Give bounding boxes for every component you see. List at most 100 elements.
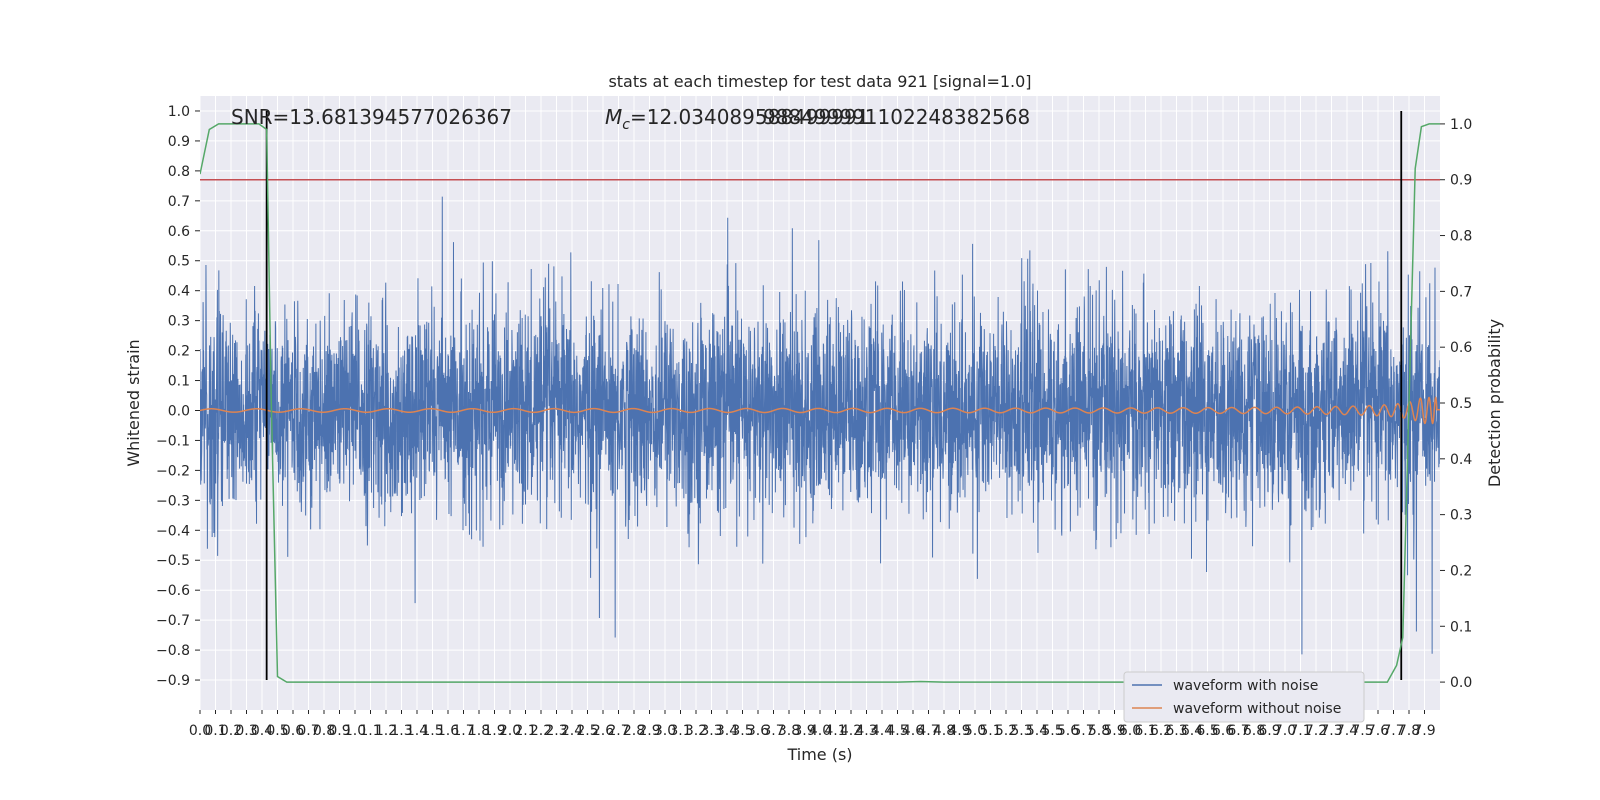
x-tick-label: 3.5: [731, 723, 753, 739]
x-tick-label: 4.9: [948, 723, 970, 739]
data-layer: [200, 110, 1440, 683]
x-tick-label: 1.0: [344, 723, 366, 739]
x-tick-label: 4.7: [917, 723, 939, 739]
x-tick-label: 1.8: [468, 723, 490, 739]
x-tick-label: 7.6: [1367, 723, 1389, 739]
y-tick-label: 0.0: [168, 403, 190, 419]
x-tick-label: 1.5: [421, 723, 443, 739]
x-tick-label: 0.8: [313, 723, 335, 739]
x-tick-label: 1.6: [437, 723, 459, 739]
x-tick-label: 6.4: [1181, 723, 1203, 739]
x-tick-label: 5.7: [1072, 723, 1094, 739]
x-tick-label: 5.6: [1057, 723, 1079, 739]
y2-tick-label: 0.1: [1450, 619, 1472, 635]
y2-tick-label: 0.6: [1450, 340, 1472, 356]
y2-tick-label: 0.8: [1450, 229, 1472, 245]
x-tick-label: 4.8: [933, 723, 955, 739]
x-tick-label: 4.4: [871, 723, 893, 739]
x-tick-label: 5.0: [964, 723, 986, 739]
mc-symbol: M: [605, 105, 622, 129]
y2-tick-label: 0.3: [1450, 508, 1472, 524]
y2-tick-label: 1.0: [1450, 117, 1472, 133]
y2-tick-label: 0.7: [1450, 284, 1472, 300]
x-tick-label: 0.9: [328, 723, 350, 739]
x-tick-label: 3.1: [669, 723, 691, 739]
x-tick-label: 0.1: [204, 723, 226, 739]
x-tick-label: 4.0: [809, 723, 831, 739]
y-tick-label: 0.7: [168, 194, 190, 210]
x-tick-label: 4.3: [855, 723, 877, 739]
x-tick-label: 3.3: [700, 723, 722, 739]
x-tick-label: 6.8: [1243, 723, 1265, 739]
y-tick-label: 0.2: [168, 344, 190, 360]
x-tick-label: 2.3: [545, 723, 567, 739]
x-tick-label: 3.8: [778, 723, 800, 739]
x-tick-label: 3.0: [654, 723, 676, 739]
x-tick-label: 4.2: [840, 723, 862, 739]
x-tick-label: 5.9: [1103, 723, 1125, 739]
x-tick-label: 7.8: [1398, 723, 1420, 739]
x-tick-label: 7.1: [1289, 723, 1311, 739]
x-tick-label: 6.5: [1196, 723, 1218, 739]
x-tick-label: 0.3: [235, 723, 257, 739]
x-axis-label: Time (s): [786, 745, 852, 764]
x-tick-label: 3.9: [793, 723, 815, 739]
legend: waveform with noise waveform without noi…: [1123, 671, 1365, 723]
x-tick-label: 0.6: [282, 723, 304, 739]
x-tick-label: 2.7: [607, 723, 629, 739]
x-tick-label: 1.4: [406, 723, 428, 739]
x-tick-label: 5.4: [1026, 723, 1048, 739]
y-tick-label: 1.0: [168, 104, 190, 120]
y-tick-label: −0.1: [156, 433, 190, 449]
x-tick-label: 7.7: [1382, 723, 1404, 739]
x-tick-label: 3.7: [762, 723, 784, 739]
y-tick-label: −0.7: [156, 613, 190, 629]
y-tick-label: −0.9: [156, 673, 190, 689]
y-axis-label: Whitened strain: [124, 339, 143, 466]
series-waveform-without-noise: [200, 396, 1440, 425]
x-tick-label: 6.2: [1150, 723, 1172, 739]
x-tick-label: 0.4: [251, 723, 273, 739]
x-tick-label: 7.0: [1274, 723, 1296, 739]
x-tick-label: 5.5: [1041, 723, 1063, 739]
y2-tick-label: 0.9: [1450, 173, 1472, 189]
x-tick-label: 4.5: [886, 723, 908, 739]
y-tick-label: −0.4: [156, 523, 190, 539]
series-detection-probability: [200, 123, 1440, 683]
y-tick-label: 0.8: [168, 164, 190, 180]
x-tick-label: 3.4: [716, 723, 738, 739]
y-tick-label: 0.5: [168, 254, 190, 270]
y-tick-label: −0.3: [156, 493, 190, 509]
mc-overlap-annotation: 988499991102248382568: [763, 105, 1030, 129]
x-tick-label: 6.7: [1227, 723, 1249, 739]
y-tick-label: 0.9: [168, 134, 190, 150]
y-tick-label: 0.6: [168, 224, 190, 240]
x-tick-label: 5.3: [1010, 723, 1032, 739]
y-tick-label: 0.4: [168, 284, 190, 300]
mc-value: =12.034089588499991: [630, 105, 869, 129]
x-tick-label: 7.4: [1336, 723, 1358, 739]
x-tick-label: 2.8: [623, 723, 645, 739]
legend-box: [1123, 671, 1365, 723]
y2-axis-label: Detection probability: [1485, 319, 1504, 487]
y-tick-label: 0.1: [168, 374, 190, 390]
x-tick-label: 0.7: [297, 723, 319, 739]
y2-tick-label: 0.0: [1450, 675, 1472, 691]
x-tick-label: 2.6: [592, 723, 614, 739]
snr-annotation: SNR=13.681394577026367: [231, 105, 512, 129]
x-tick-label: 6.6: [1212, 723, 1234, 739]
x-tick-label: 5.1: [979, 723, 1001, 739]
y-tick-label: 0.3: [168, 314, 190, 330]
x-tick-label: 3.6: [747, 723, 769, 739]
y-tick-label: −0.8: [156, 643, 190, 659]
y2-tick-label: 0.5: [1450, 396, 1472, 412]
mc-annotation: Mc=12.034089588499991: [605, 105, 869, 133]
x-tick-label: 7.3: [1320, 723, 1342, 739]
x-tick-label: 5.2: [995, 723, 1017, 739]
x-tick-label: 3.2: [685, 723, 707, 739]
x-tick-label: 0.0: [189, 723, 211, 739]
x-tick-label: 4.1: [824, 723, 846, 739]
x-ticks: 0.00.10.20.30.40.50.60.70.80.91.01.11.21…: [189, 710, 1436, 739]
y-tick-label: −0.5: [156, 553, 190, 569]
